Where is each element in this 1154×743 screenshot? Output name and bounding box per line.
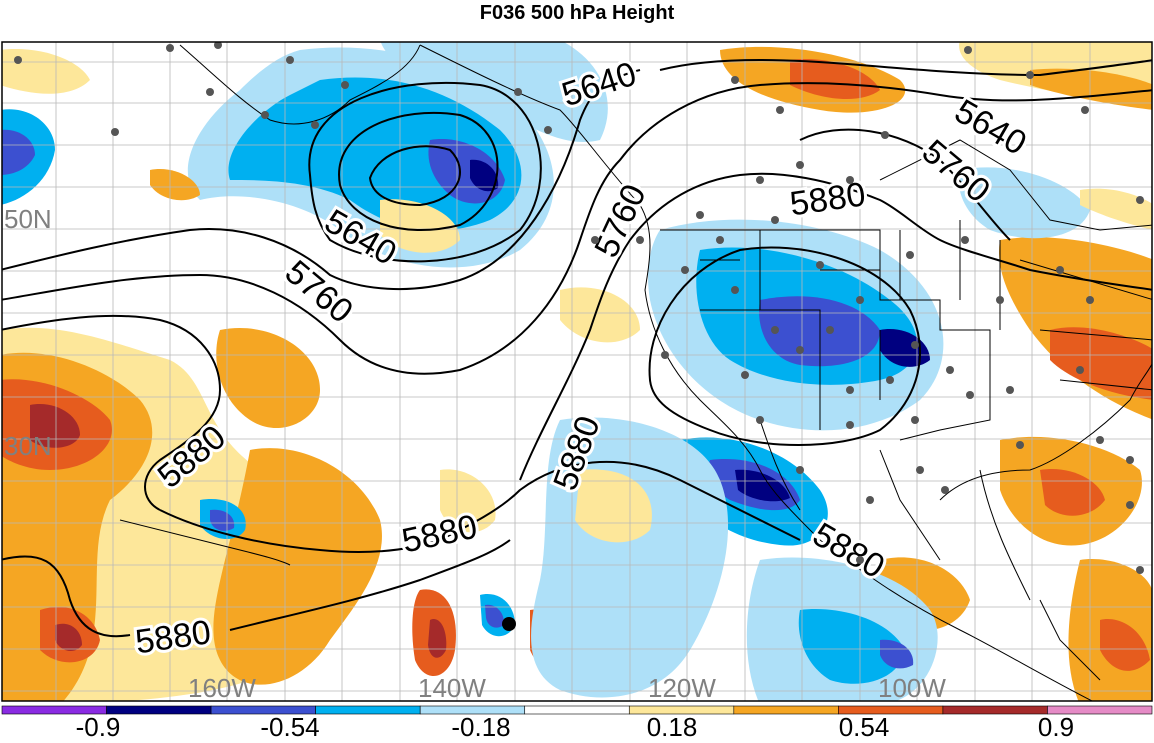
- colorbar-label: 0.54: [838, 712, 890, 742]
- colorbar-label: -0.18: [451, 712, 511, 742]
- map-frame: [1, 41, 1153, 702]
- contour-label: 5880: [788, 175, 868, 223]
- height-contours: [2, 59, 1152, 638]
- anomaly-shading: [2, 42, 1152, 701]
- highlight-marker: [502, 617, 516, 631]
- colorbar-swatch: [942, 705, 1048, 715]
- colorbar-label: -0.54: [260, 712, 320, 742]
- lat-label-30n: 30N: [4, 431, 52, 461]
- colorbar-swatch: [1047, 705, 1153, 715]
- colorbar: [1, 705, 1153, 715]
- height-anomaly-map: 5640 5640 5640 5640 5760 5760 5760 5880 …: [1, 41, 1153, 703]
- colorbar-label: -0.9: [75, 712, 121, 742]
- lat-label-50n: 50N: [4, 204, 52, 234]
- colorbar-swatch: [106, 705, 212, 715]
- colorbar-label: 0.18: [646, 712, 698, 742]
- coastlines: [119, 44, 1152, 701]
- lon-label-140w: 140W: [418, 673, 486, 703]
- colorbar-swatch: [733, 705, 839, 715]
- colorbar-swatch: [524, 705, 630, 715]
- map-title: F036 500 hPa Height: [479, 2, 675, 24]
- station-markers: [14, 42, 1144, 574]
- colorbar-swatch: [315, 705, 421, 715]
- graticule: [2, 42, 1152, 701]
- lon-label-160w: 160W: [188, 673, 256, 703]
- colorbar-label: 0.9: [1037, 712, 1075, 742]
- lon-label-100w: 100W: [878, 673, 946, 703]
- lon-label-120w: 120W: [648, 673, 716, 703]
